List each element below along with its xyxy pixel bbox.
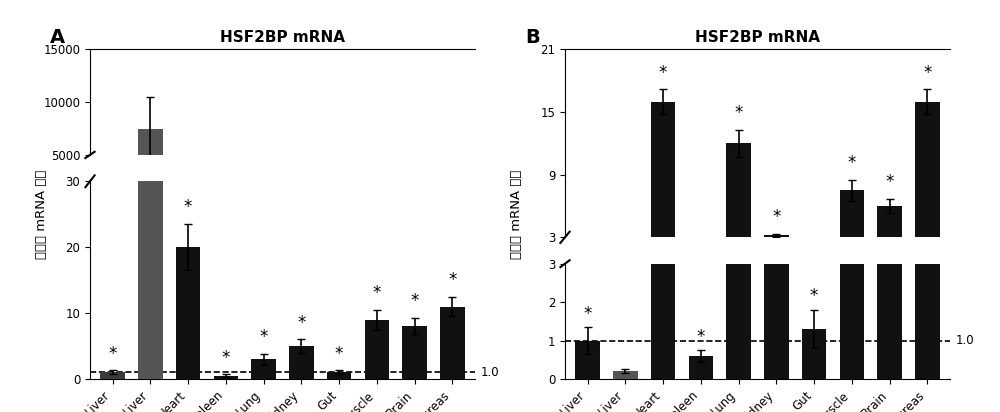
Bar [575, 258, 600, 269]
Text: *: * [297, 314, 306, 332]
Text: B: B [525, 28, 540, 47]
Text: *: * [410, 293, 419, 311]
Bar [251, 359, 276, 379]
Text: *: * [583, 304, 592, 323]
Bar [440, 307, 465, 379]
Bar [877, 206, 902, 269]
Text: *: * [659, 63, 667, 82]
Text: *: * [923, 63, 932, 82]
Text: *: * [108, 344, 117, 363]
Bar [915, 102, 940, 269]
Bar [877, 148, 902, 379]
Bar [651, 102, 675, 269]
Text: 相对的 mRNA 水平: 相对的 mRNA 水平 [36, 170, 48, 259]
Bar [138, 0, 163, 379]
Bar [214, 376, 238, 379]
Bar [176, 247, 200, 379]
Bar [840, 91, 864, 379]
Text: *: * [885, 173, 894, 191]
Text: *: * [734, 104, 743, 122]
Text: *: * [259, 328, 268, 346]
Bar [840, 190, 864, 269]
Bar [726, 0, 751, 379]
Text: *: * [448, 271, 457, 289]
Bar [802, 255, 826, 269]
Text: A: A [50, 28, 65, 47]
Bar [915, 0, 940, 379]
Bar [138, 129, 163, 208]
Text: *: * [335, 344, 343, 363]
Text: *: * [772, 208, 781, 226]
Bar [613, 267, 638, 269]
Bar [613, 371, 638, 379]
Text: 1.0: 1.0 [956, 334, 974, 347]
Bar [764, 235, 789, 269]
Text: *: * [222, 349, 230, 367]
Bar [100, 372, 125, 379]
Text: 相对的 mRNA 水平: 相对的 mRNA 水平 [510, 170, 523, 259]
Text: *: * [810, 287, 818, 305]
Bar [689, 356, 713, 379]
Bar [764, 256, 789, 379]
Bar [289, 346, 314, 379]
Text: 1.0: 1.0 [481, 366, 499, 379]
Bar [802, 329, 826, 379]
Bar [651, 0, 675, 379]
Bar [402, 326, 427, 379]
Title: HSF2BP mRNA: HSF2BP mRNA [695, 30, 820, 45]
Bar [327, 372, 351, 379]
Bar [689, 262, 713, 269]
Bar [575, 341, 600, 379]
Text: *: * [184, 198, 192, 216]
Title: HSF2BP mRNA: HSF2BP mRNA [220, 30, 345, 45]
Text: *: * [373, 284, 381, 302]
Text: *: * [848, 154, 856, 172]
Bar [726, 143, 751, 269]
Bar [365, 320, 389, 379]
Text: *: * [697, 328, 705, 346]
